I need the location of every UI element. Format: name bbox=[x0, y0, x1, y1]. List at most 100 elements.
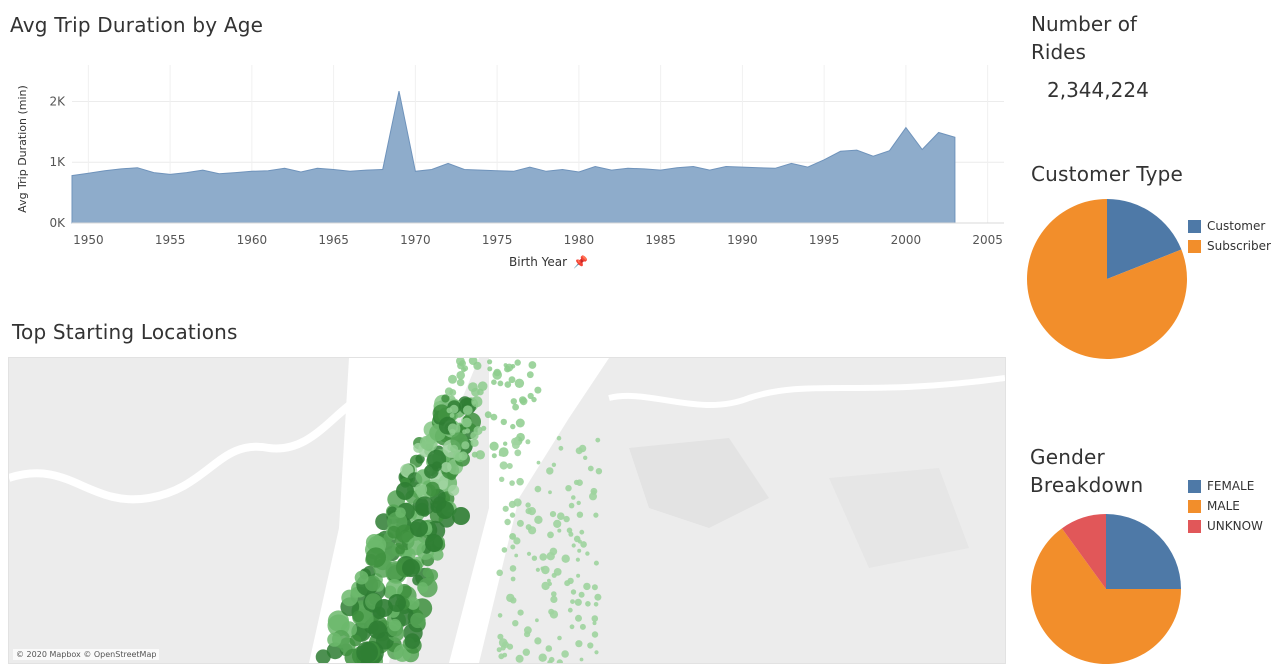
legend-unknown[interactable]: UNKNOW bbox=[1188, 519, 1263, 533]
station-dot bbox=[534, 386, 542, 394]
station-dot bbox=[593, 512, 599, 518]
station-dot bbox=[448, 374, 457, 384]
station-dot bbox=[526, 371, 534, 379]
station-dot bbox=[487, 366, 493, 372]
station-dot bbox=[570, 589, 577, 595]
kpi-title: Number of Rides bbox=[1031, 12, 1137, 64]
station-dot bbox=[477, 381, 488, 391]
station-dot bbox=[438, 480, 448, 490]
station-dot bbox=[400, 463, 414, 478]
station-dot bbox=[491, 379, 497, 385]
station-dot bbox=[545, 645, 553, 652]
x-tick-label: 1955 bbox=[155, 233, 186, 247]
legend-subscriber[interactable]: Subscriber bbox=[1188, 239, 1271, 253]
station-dot bbox=[541, 565, 550, 575]
legend-label: MALE bbox=[1207, 499, 1240, 513]
station-dot bbox=[368, 620, 387, 639]
station-dot bbox=[595, 437, 601, 443]
legend-swatch bbox=[1188, 479, 1201, 493]
station-dot bbox=[564, 580, 571, 587]
customer-type-pie[interactable] bbox=[1022, 194, 1192, 364]
station-dot bbox=[551, 462, 557, 467]
station-dot bbox=[395, 524, 414, 543]
legend-swatch bbox=[1188, 499, 1201, 513]
map[interactable]: © 2020 Mapbox © OpenStreetMap bbox=[8, 357, 1006, 664]
y-axis-label: Avg Trip Duration (min) bbox=[16, 85, 29, 213]
station-dot bbox=[573, 535, 581, 543]
legend-male[interactable]: MALE bbox=[1188, 499, 1240, 513]
station-dot bbox=[531, 555, 538, 561]
station-dot bbox=[579, 623, 586, 630]
gender-pie[interactable] bbox=[1026, 509, 1186, 669]
pie-slice-subscriber bbox=[1027, 199, 1187, 359]
station-dot bbox=[498, 452, 503, 457]
station-dot bbox=[566, 527, 573, 534]
station-dot bbox=[553, 568, 562, 576]
station-dot bbox=[539, 553, 547, 561]
station-dot bbox=[548, 490, 552, 495]
station-dot bbox=[510, 398, 517, 405]
station-dot bbox=[571, 543, 576, 548]
water-river bbox=[9, 394, 362, 504]
station-dot bbox=[583, 582, 591, 591]
station-dot bbox=[525, 439, 531, 445]
station-dot bbox=[585, 601, 591, 607]
station-dot bbox=[509, 512, 516, 518]
station-dot bbox=[407, 536, 426, 556]
station-dot bbox=[548, 608, 555, 615]
x-tick-label: 1995 bbox=[809, 233, 840, 247]
station-dot bbox=[595, 468, 603, 475]
station-dot bbox=[514, 449, 522, 457]
station-dot bbox=[497, 633, 504, 640]
station-dot bbox=[512, 620, 519, 627]
station-dot bbox=[575, 447, 583, 455]
station-dot bbox=[535, 618, 539, 623]
station-dot bbox=[576, 511, 584, 518]
station-dot bbox=[462, 429, 467, 435]
legend-female[interactable]: FEMALE bbox=[1188, 479, 1254, 493]
station-dot bbox=[431, 461, 442, 472]
station-dot bbox=[503, 441, 508, 446]
area-chart-title: Avg Trip Duration by Age bbox=[10, 13, 264, 37]
legend-customer[interactable]: Customer bbox=[1188, 219, 1265, 233]
station-dot bbox=[396, 482, 414, 500]
station-dot bbox=[417, 582, 429, 594]
legend-label: UNKNOW bbox=[1207, 519, 1263, 533]
station-dot bbox=[492, 370, 503, 380]
station-dot bbox=[425, 481, 440, 497]
water-river-2 bbox=[608, 375, 1005, 408]
station-dot bbox=[575, 640, 583, 648]
pie-slice-unknow bbox=[1061, 514, 1106, 589]
station-dot bbox=[446, 407, 453, 414]
map-attribution: © 2020 Mapbox © OpenStreetMap bbox=[13, 649, 160, 660]
station-dot bbox=[450, 444, 459, 453]
station-dot bbox=[509, 565, 517, 572]
station-dot bbox=[497, 380, 504, 387]
station-dot bbox=[414, 483, 428, 496]
station-dot bbox=[513, 498, 522, 507]
station-dot bbox=[510, 364, 516, 369]
kpi-value: 2,344,224 bbox=[1047, 78, 1149, 102]
station-dot bbox=[471, 451, 478, 458]
station-dot bbox=[490, 413, 498, 421]
station-dot bbox=[569, 624, 575, 630]
station-dot bbox=[459, 360, 466, 367]
station-dot bbox=[514, 359, 521, 366]
station-dot bbox=[510, 544, 516, 550]
pin-icon[interactable]: 📌 bbox=[573, 255, 588, 269]
station-dot bbox=[375, 599, 393, 617]
station-dot bbox=[463, 405, 473, 415]
station-dot bbox=[534, 485, 542, 493]
station-dot bbox=[591, 615, 599, 622]
station-dot bbox=[388, 618, 402, 632]
station-dot bbox=[591, 584, 598, 591]
station-dot bbox=[558, 445, 564, 451]
station-dot bbox=[364, 575, 381, 592]
map-canvas[interactable] bbox=[9, 358, 1005, 663]
station-dot bbox=[519, 396, 527, 404]
x-tick-label: 2000 bbox=[891, 233, 922, 247]
station-dot bbox=[468, 382, 478, 392]
station-dot bbox=[473, 426, 483, 436]
station-dot bbox=[515, 654, 524, 663]
station-dot bbox=[387, 525, 401, 539]
